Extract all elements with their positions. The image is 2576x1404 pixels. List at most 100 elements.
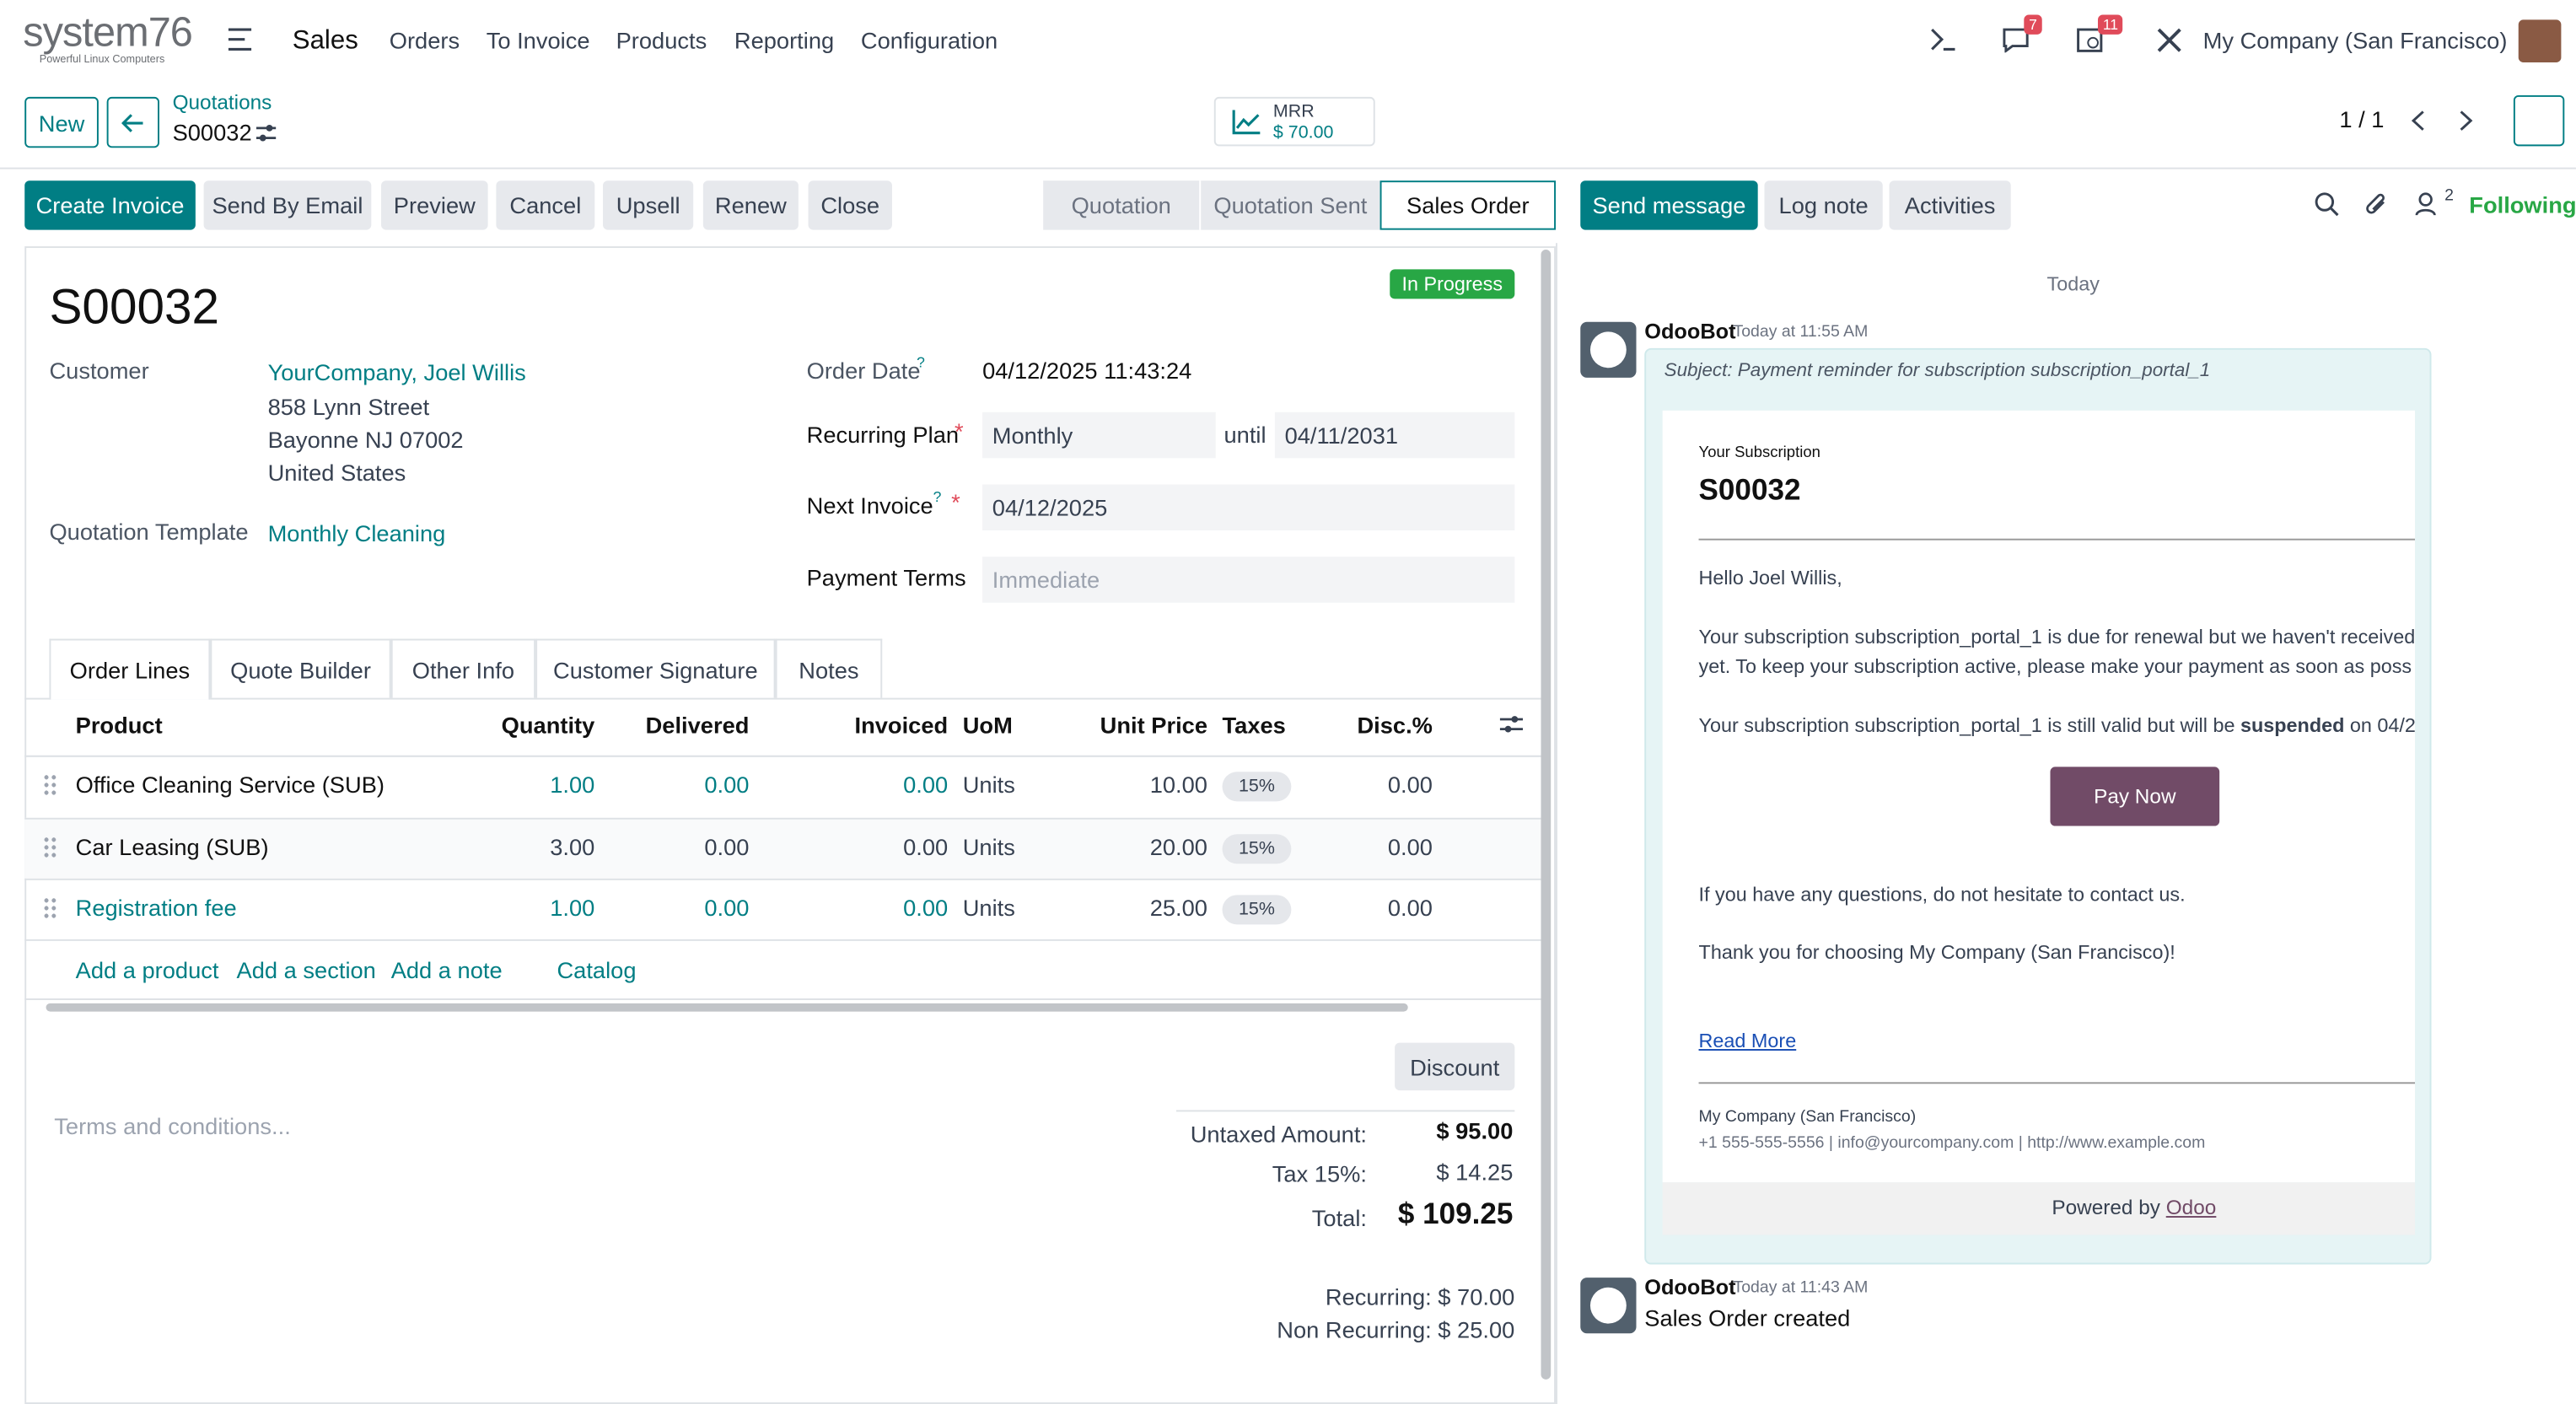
terms-placeholder[interactable]: Terms and conditions... xyxy=(54,1112,291,1139)
product-cell[interactable]: Office Cleaning Service (SUB) xyxy=(75,771,385,798)
help-mark[interactable]: ? xyxy=(917,353,925,371)
tab[interactable]: Other Info xyxy=(390,638,536,698)
tab[interactable]: Quote Builder xyxy=(210,638,391,698)
field-label: Customer xyxy=(49,357,149,384)
unit-price-cell[interactable]: 20.00 xyxy=(1149,833,1208,860)
scrollbar[interactable] xyxy=(1541,250,1552,1380)
product-cell[interactable]: Car Leasing (SUB) xyxy=(75,833,269,860)
menu-icon[interactable] xyxy=(228,28,253,51)
menu-item[interactable]: Products xyxy=(616,27,707,54)
drag-handle[interactable] xyxy=(42,773,58,797)
activities-icon[interactable] xyxy=(2077,26,2103,52)
tab-active[interactable]: Order Lines xyxy=(49,638,211,700)
column-header[interactable]: Invoiced xyxy=(854,712,949,739)
required-mark: * xyxy=(954,417,964,444)
uom-cell[interactable]: Units xyxy=(962,833,1015,860)
action-button[interactable]: Cancel xyxy=(496,180,595,230)
field-input[interactable]: Immediate xyxy=(982,557,1515,603)
chatter-button[interactable]: Log note xyxy=(1764,180,1883,230)
app-name[interactable]: Sales xyxy=(292,26,358,56)
following-button[interactable]: Following xyxy=(2469,191,2576,218)
tab[interactable]: Customer Signature xyxy=(535,638,776,698)
product-cell[interactable]: Registration fee xyxy=(75,894,237,921)
stage[interactable]: Quotation Sent xyxy=(1199,180,1380,230)
record-settings-icon[interactable] xyxy=(255,123,277,143)
drag-handle[interactable] xyxy=(42,896,58,920)
action-button[interactable]: Create Invoice xyxy=(24,180,196,230)
scrollbar[interactable] xyxy=(46,1003,1408,1012)
column-header[interactable]: Delivered xyxy=(645,712,750,739)
uom-cell[interactable]: Units xyxy=(962,894,1015,921)
stage-active[interactable]: Sales Order xyxy=(1379,180,1557,230)
menu-item[interactable]: Reporting xyxy=(734,27,835,54)
template-link[interactable]: Monthly Cleaning xyxy=(267,519,446,546)
unit-price-cell[interactable]: 25.00 xyxy=(1149,894,1208,921)
divider xyxy=(24,697,1545,700)
discount-button[interactable]: Discount xyxy=(1395,1042,1515,1091)
row-divider xyxy=(24,817,1545,820)
column-header[interactable]: Disc.% xyxy=(1357,712,1433,739)
delivered-cell[interactable]: 0.00 xyxy=(704,833,750,860)
add-line-link[interactable]: Add a product xyxy=(75,956,219,983)
invoiced-cell[interactable]: 0.00 xyxy=(903,833,949,860)
quantity-cell[interactable]: 3.00 xyxy=(550,833,595,860)
add-line-link[interactable]: Catalog xyxy=(557,956,637,983)
discount-cell[interactable]: 0.00 xyxy=(1387,771,1433,798)
user-avatar[interactable] xyxy=(2518,19,2562,63)
unit-price-cell[interactable]: 10.00 xyxy=(1149,771,1208,798)
add-line-link[interactable]: Add a section xyxy=(236,956,376,983)
action-button[interactable]: Close xyxy=(808,180,892,230)
odoo-link[interactable]: Odoo xyxy=(2165,1196,2217,1219)
attachment-icon[interactable] xyxy=(2366,192,2389,217)
discount-cell[interactable]: 0.00 xyxy=(1387,833,1433,860)
delivered-cell[interactable]: 0.00 xyxy=(704,771,750,798)
discount-cell[interactable]: 0.00 xyxy=(1387,894,1433,921)
column-header[interactable]: Unit Price xyxy=(1100,712,1208,739)
quantity-cell[interactable]: 1.00 xyxy=(550,894,595,921)
terminal-icon[interactable] xyxy=(1930,28,1956,51)
tab[interactable]: Notes xyxy=(775,638,883,698)
menu-item[interactable]: To Invoice xyxy=(486,27,590,54)
help-mark[interactable]: ? xyxy=(933,488,942,506)
stage[interactable]: Quotation xyxy=(1043,180,1200,230)
new-button[interactable]: New xyxy=(24,96,99,148)
followers-icon[interactable] xyxy=(2415,192,2436,217)
quantity-cell[interactable]: 1.00 xyxy=(550,771,595,798)
invoiced-cell[interactable]: 0.00 xyxy=(903,771,949,798)
company-switcher[interactable]: My Company (San Francisco) xyxy=(2202,27,2508,54)
mrr-stat-button[interactable]: MRR $ 70.00 xyxy=(1213,96,1375,147)
customer-link[interactable]: YourCompany, Joel Willis xyxy=(267,358,526,385)
invoiced-cell[interactable]: 0.00 xyxy=(903,894,949,921)
uom-cell[interactable]: Units xyxy=(962,771,1015,798)
column-header[interactable]: Quantity xyxy=(501,712,595,739)
field-input[interactable]: Monthly xyxy=(982,412,1216,459)
delivered-cell[interactable]: 0.00 xyxy=(704,894,750,921)
action-button[interactable]: Send By Email xyxy=(203,180,372,230)
column-header[interactable]: Taxes xyxy=(1222,712,1286,739)
pager-prev[interactable] xyxy=(2410,110,2426,131)
column-header[interactable]: UoM xyxy=(962,712,1013,739)
add-line-link[interactable]: Add a note xyxy=(390,956,503,983)
pager-next[interactable] xyxy=(2458,110,2474,131)
breadcrumb-parent[interactable]: Quotations xyxy=(172,91,272,115)
action-button[interactable]: Upsell xyxy=(603,180,694,230)
tools-icon[interactable] xyxy=(2157,28,2181,52)
chatter-button[interactable]: Activities xyxy=(1889,180,2011,230)
field-value[interactable]: 04/12/2025 11:43:24 xyxy=(982,357,1192,384)
field-input[interactable]: 04/11/2031 xyxy=(1274,412,1515,459)
menu-item[interactable]: Configuration xyxy=(860,27,998,54)
optional-columns-icon[interactable] xyxy=(1499,714,1524,734)
back-button[interactable] xyxy=(106,96,159,148)
drag-handle[interactable] xyxy=(42,836,58,859)
menu-item[interactable]: Orders xyxy=(389,27,460,54)
pay-now-button[interactable]: Pay Now xyxy=(2050,767,2220,826)
chatter-button[interactable]: Send message xyxy=(1580,180,1758,230)
action-button[interactable]: Renew xyxy=(702,180,799,230)
search-icon[interactable] xyxy=(2315,192,2339,217)
field-input[interactable]: 04/12/2025 xyxy=(982,484,1515,531)
read-more-link[interactable]: Read More xyxy=(1698,1029,1797,1052)
chatter-toggle[interactable] xyxy=(2513,94,2565,147)
action-button[interactable]: Preview xyxy=(381,180,488,230)
logo[interactable]: system76 xyxy=(23,9,193,56)
column-header[interactable]: Product xyxy=(75,712,163,739)
